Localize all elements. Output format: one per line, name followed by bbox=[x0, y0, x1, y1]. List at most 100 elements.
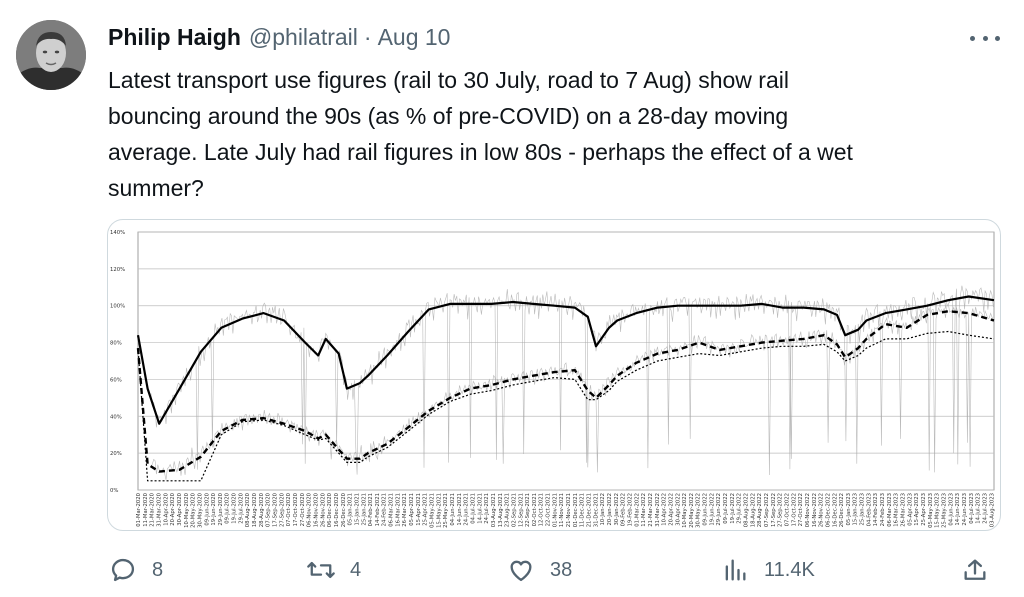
x-tick-label: 30-May-2022 bbox=[696, 493, 702, 528]
x-tick-label: 27-Oct-2022 bbox=[798, 493, 804, 526]
x-tick-label: 12-Sep-2021 bbox=[518, 493, 524, 527]
like-count: 38 bbox=[550, 558, 573, 581]
x-tick-label: 24-Jun-2023 bbox=[962, 493, 968, 526]
y-tick-label: 0% bbox=[110, 488, 118, 494]
x-tick-label: 22-Sep-2021 bbox=[525, 493, 531, 527]
daily-noise-line bbox=[150, 285, 994, 475]
x-tick-label: 15-Apr-2021 bbox=[416, 493, 422, 526]
x-axis-ticks: 01-Mar-2020 11-Mar-2020 21-Mar-2020 31-Mar-… bbox=[136, 492, 995, 528]
x-tick-label: 04-Jun-2023 bbox=[948, 493, 954, 526]
x-tick-label: 10-May-2020 bbox=[184, 492, 190, 528]
x-tick-label: 21-Nov-2021 bbox=[566, 493, 572, 527]
x-tick-label: 09-Jun-2022 bbox=[703, 493, 709, 526]
x-tick-label: 18-Aug-2020 bbox=[252, 492, 258, 527]
x-tick-label: 01-Dec-2021 bbox=[573, 493, 579, 527]
x-tick-label: 19-Jun-2020 bbox=[211, 492, 217, 525]
x-tick-label: 26-Nov-2020 bbox=[320, 492, 326, 527]
retweet-button[interactable]: 4 bbox=[306, 553, 361, 587]
avatar-photo bbox=[16, 20, 86, 90]
x-tick-label: 04-Jul-2023 bbox=[969, 493, 975, 524]
x-tick-label: 31-Mar-2020 bbox=[156, 492, 162, 526]
x-tick-label: 07-Oct-2020 bbox=[286, 492, 292, 526]
x-tick-label: 26-Mar-2021 bbox=[402, 493, 408, 527]
x-tick-label: 14-Feb-2021 bbox=[375, 493, 381, 526]
x-tick-label: 09-Feb-2022 bbox=[621, 493, 627, 526]
views-count: 11.4K bbox=[764, 558, 815, 581]
x-tick-label: 29-Jul-2020 bbox=[238, 492, 244, 523]
x-tick-label: 30-Jan-2022 bbox=[614, 493, 620, 526]
x-tick-label: 03-Aug-2021 bbox=[491, 493, 497, 527]
y-tick-label: 100% bbox=[110, 304, 125, 310]
x-tick-label: 09-Jul-2020 bbox=[225, 492, 231, 523]
series-line-1 bbox=[136, 295, 995, 425]
x-tick-label: 31-Dec-2021 bbox=[593, 493, 599, 527]
like-button[interactable]: 38 bbox=[506, 553, 572, 587]
x-tick-label: 20-Jan-2022 bbox=[607, 493, 613, 526]
author-handle[interactable]: @philatrail bbox=[248, 24, 358, 50]
reply-button[interactable]: 8 bbox=[108, 553, 163, 587]
x-tick-label: 30-Apr-2022 bbox=[675, 493, 681, 526]
x-tick-label: 05-Jan-2023 bbox=[846, 493, 852, 526]
more-horizontal-icon[interactable] bbox=[970, 28, 1000, 48]
tweet-text-line: summer? bbox=[108, 175, 204, 201]
x-tick-label: 25-Jan-2021 bbox=[361, 493, 367, 526]
tweet-text-line: average. Late July had rail figures in l… bbox=[108, 139, 853, 165]
y-tick-label: 40% bbox=[110, 414, 122, 420]
x-tick-label: 06-Dec-2022 bbox=[825, 493, 831, 527]
x-tick-label: 01-Mar-2020 bbox=[136, 492, 142, 526]
x-tick-label: 21-Dec-2021 bbox=[587, 493, 593, 527]
x-tick-label: 22-Oct-2021 bbox=[546, 493, 552, 526]
x-tick-label: 16-Mar-2023 bbox=[894, 493, 900, 527]
heart-icon bbox=[506, 555, 536, 585]
x-tick-label: 05-Apr-2021 bbox=[409, 493, 415, 526]
x-tick-label: 27-Sep-2020 bbox=[279, 492, 285, 527]
chart-series bbox=[136, 295, 995, 482]
x-tick-label: 04-Feb-2021 bbox=[368, 493, 374, 526]
x-tick-label: 05-May-2021 bbox=[430, 493, 436, 528]
tweet-text-line: bouncing around the 90s (as % of pre-COV… bbox=[108, 103, 789, 129]
x-tick-label: 28-Aug-2022 bbox=[757, 493, 763, 527]
x-tick-label: 29-Jun-2020 bbox=[218, 492, 224, 525]
x-tick-label: 07-Sep-2020 bbox=[266, 492, 272, 527]
x-tick-label: 15-May-2023 bbox=[935, 493, 941, 528]
x-tick-label: 27-Oct-2020 bbox=[300, 492, 306, 526]
x-tick-label: 06-Mar-2023 bbox=[887, 493, 893, 527]
transport-use-chart: 0%20%40%60%80%100%120%140% 01-Mar-2020 11… bbox=[110, 230, 995, 528]
reply-count: 8 bbox=[152, 558, 164, 581]
x-tick-label: 24-Feb-2021 bbox=[382, 493, 388, 526]
y-tick-label: 120% bbox=[110, 267, 125, 273]
x-tick-label: 18-Aug-2022 bbox=[750, 493, 756, 527]
x-tick-label: 04-Feb-2023 bbox=[866, 493, 872, 526]
x-tick-label: 19-Jul-2020 bbox=[232, 492, 238, 523]
tweet-media-chart[interactable]: 0% 20% 40% 60% 80% 100% 120% 140% 01-Mar-2020 11… bbox=[107, 219, 1001, 531]
x-tick-label: 25-Jan-2023 bbox=[860, 493, 866, 526]
x-tick-label: 14-Jun-2021 bbox=[457, 493, 463, 526]
x-tick-label: 26-Nov-2022 bbox=[819, 493, 825, 527]
x-tick-label: 13-Aug-2021 bbox=[498, 493, 504, 527]
share-icon bbox=[960, 555, 990, 585]
avatar[interactable] bbox=[16, 20, 86, 90]
author-name[interactable]: Philip Haigh bbox=[108, 24, 241, 50]
x-tick-label: 05-May-2023 bbox=[928, 493, 934, 528]
x-tick-label: 06-Mar-2021 bbox=[389, 493, 395, 527]
tweet-date[interactable]: Aug 10 bbox=[377, 24, 451, 50]
share-button[interactable] bbox=[960, 553, 990, 587]
x-tick-label: 17-Sep-2020 bbox=[273, 492, 279, 527]
x-tick-label: 17-Oct-2020 bbox=[293, 492, 299, 526]
x-tick-label: 31-Mar-2022 bbox=[655, 493, 661, 527]
x-tick-label: 15-Jan-2023 bbox=[853, 493, 859, 526]
x-tick-label: 15-Jan-2021 bbox=[354, 493, 360, 526]
series-line-3 bbox=[137, 330, 995, 482]
chart-grid bbox=[137, 231, 995, 491]
x-tick-label: 28-Aug-2020 bbox=[259, 492, 265, 527]
x-tick-label: 06-Nov-2020 bbox=[307, 492, 313, 527]
tweet-text-line: Latest transport use figures (rail to 30… bbox=[108, 67, 789, 93]
tweet-text: Latest transport use figures (rail to 30… bbox=[108, 62, 988, 206]
views-button[interactable]: 11.4K bbox=[720, 553, 815, 587]
x-tick-label: 26-Dec-2022 bbox=[839, 493, 845, 527]
x-tick-label: 25-May-2023 bbox=[941, 493, 947, 528]
x-tick-label: 12-Oct-2021 bbox=[539, 493, 545, 526]
x-tick-label: 27-Sep-2022 bbox=[778, 493, 784, 527]
x-tick-label: 29-Jul-2022 bbox=[737, 493, 743, 524]
